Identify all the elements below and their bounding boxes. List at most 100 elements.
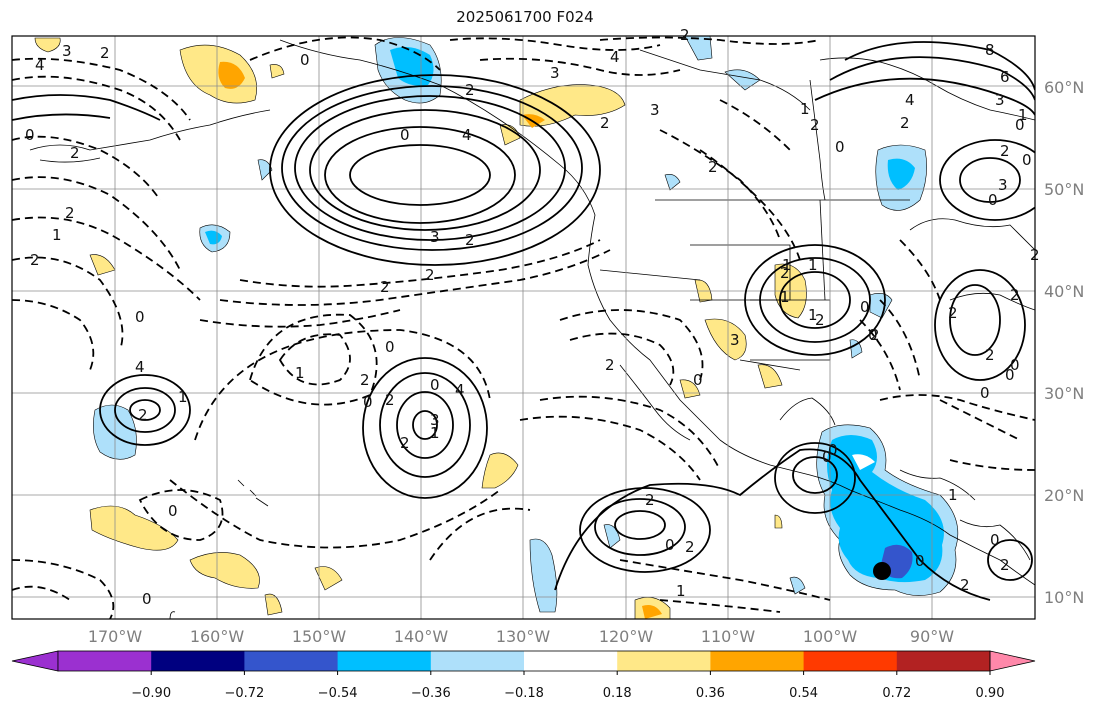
lon-label-150w: 150°W bbox=[292, 627, 347, 646]
contour-label: 0 bbox=[300, 51, 310, 69]
contour-label: 1 bbox=[780, 288, 790, 306]
contour-label: 0 bbox=[828, 441, 838, 459]
contour-label: 0 bbox=[990, 531, 1000, 549]
contour-label: 2 bbox=[810, 116, 820, 134]
colorbar-tick-label: −0.54 bbox=[318, 686, 358, 701]
lon-label-110w: 110°W bbox=[701, 627, 756, 646]
colorbar-tick-label: −0.72 bbox=[224, 686, 264, 701]
contour-label: 0 bbox=[1010, 356, 1020, 374]
contour-label: 0 bbox=[135, 308, 145, 326]
contour-label: 2 bbox=[360, 371, 370, 389]
contour-label: 2 bbox=[138, 406, 148, 424]
contour-label: 0 bbox=[385, 338, 395, 356]
contour-label: 3 bbox=[998, 176, 1008, 194]
contour-label: 3 bbox=[550, 64, 560, 82]
contour-label: 1 bbox=[295, 364, 305, 382]
colorbar-tick-label: 0.18 bbox=[603, 686, 632, 701]
contour-label: 1 bbox=[430, 424, 440, 442]
contour-label: 4 bbox=[610, 48, 620, 66]
lat-label-30: 30°N bbox=[1044, 384, 1084, 403]
contour-label: 2 bbox=[1000, 556, 1010, 574]
contour-label: 2 bbox=[70, 144, 80, 162]
contour-label: 2 bbox=[605, 356, 615, 374]
graticule bbox=[12, 36, 1035, 619]
contour-label: 3 bbox=[62, 42, 72, 60]
contour-label: 4 bbox=[135, 358, 145, 376]
contour-label: 2 bbox=[680, 26, 690, 44]
contour-label: 1 bbox=[676, 582, 686, 600]
contour-label: 0 bbox=[142, 590, 152, 608]
colorbar-segment bbox=[58, 651, 152, 671]
contour-label: 2 bbox=[985, 346, 995, 364]
contour-label: 0 bbox=[665, 536, 675, 554]
contour-label: 1 bbox=[1018, 106, 1028, 124]
contour-label: 3 bbox=[730, 331, 740, 349]
contour-label: 0 bbox=[400, 126, 410, 144]
contour-label: 1 bbox=[52, 226, 62, 244]
contour-label: 1 bbox=[782, 256, 792, 274]
contour-label: 2 bbox=[645, 491, 655, 509]
contour-label: 2 bbox=[1010, 286, 1020, 304]
colorbar-segment bbox=[430, 651, 525, 671]
contour-label: 3 bbox=[430, 228, 440, 246]
contour-label: 2 bbox=[100, 44, 110, 62]
contour-label: 2 bbox=[780, 264, 790, 282]
colorbar-tick-label: 0.54 bbox=[789, 686, 818, 701]
colorbar-segment bbox=[710, 651, 805, 671]
contour-label: 2 bbox=[960, 576, 970, 594]
contour-label: 1 bbox=[178, 388, 188, 406]
contour-label: 0 bbox=[868, 326, 878, 344]
storm-center-marker bbox=[873, 562, 891, 580]
lon-label-90w: 90°W bbox=[910, 627, 954, 646]
colorbar bbox=[11, 650, 1036, 672]
contour-label: 0 bbox=[1005, 366, 1015, 384]
contour-label: 2 bbox=[65, 204, 75, 222]
lon-label-140w: 140°W bbox=[394, 627, 449, 646]
lon-label-170w: 170°W bbox=[88, 627, 143, 646]
lon-label-130w: 130°W bbox=[496, 627, 551, 646]
shaded-anomalies bbox=[34, 36, 959, 619]
contour-label: 2 bbox=[870, 326, 880, 344]
lat-label-20: 20°N bbox=[1044, 486, 1084, 505]
map-frame bbox=[11, 35, 1036, 620]
contour-label: 0 bbox=[430, 376, 440, 394]
contour-label: 1 bbox=[808, 256, 818, 274]
contour-label: 0 bbox=[1015, 116, 1025, 134]
colorbar-tick-label: 0.72 bbox=[882, 686, 911, 701]
colorbar-segment bbox=[896, 651, 991, 671]
contour-label: 3 bbox=[650, 101, 660, 119]
colorbar-segment bbox=[244, 651, 339, 671]
colorbar-segment bbox=[151, 651, 245, 671]
contour-label: 0 bbox=[1022, 151, 1032, 169]
contour-label: 2 bbox=[380, 278, 390, 296]
lon-label-160w: 160°W bbox=[190, 627, 245, 646]
colorbar-segment bbox=[524, 651, 618, 671]
colorbar-segment bbox=[617, 651, 711, 671]
contour-label: 1 bbox=[948, 486, 958, 504]
colorbar-tick-label: 0.36 bbox=[696, 686, 725, 701]
map-title: 2025061700 F024 bbox=[456, 8, 594, 26]
contour-label: 0 bbox=[822, 448, 832, 466]
positive-contours bbox=[12, 41, 1035, 601]
lat-label-10: 10°N bbox=[1044, 588, 1084, 607]
contour-label: 2 bbox=[400, 434, 410, 452]
coastlines bbox=[29, 39, 1035, 619]
contour-label: 4 bbox=[905, 91, 915, 109]
colorbar-tick-label: −0.36 bbox=[411, 686, 451, 701]
contour-label: 2 bbox=[385, 391, 395, 409]
latitude-labels: 60°N 50°N 40°N 30°N 20°N 10°N bbox=[1044, 78, 1084, 607]
contour-label: 0 bbox=[363, 393, 373, 411]
lat-label-60: 60°N bbox=[1044, 78, 1084, 97]
contour-label: 0 bbox=[835, 138, 845, 156]
contour-label: 3 bbox=[995, 91, 1005, 109]
colorbar-tick-label: −0.90 bbox=[131, 686, 171, 701]
colorbar-segment bbox=[803, 651, 898, 671]
lat-label-40: 40°N bbox=[1044, 282, 1084, 301]
contour-label: 2 bbox=[425, 266, 435, 284]
contour-label: 0 bbox=[860, 298, 870, 316]
contour-label: 2 bbox=[465, 231, 475, 249]
contour-label: 0 bbox=[915, 552, 925, 570]
colorbar-arrow-high bbox=[989, 650, 1036, 672]
